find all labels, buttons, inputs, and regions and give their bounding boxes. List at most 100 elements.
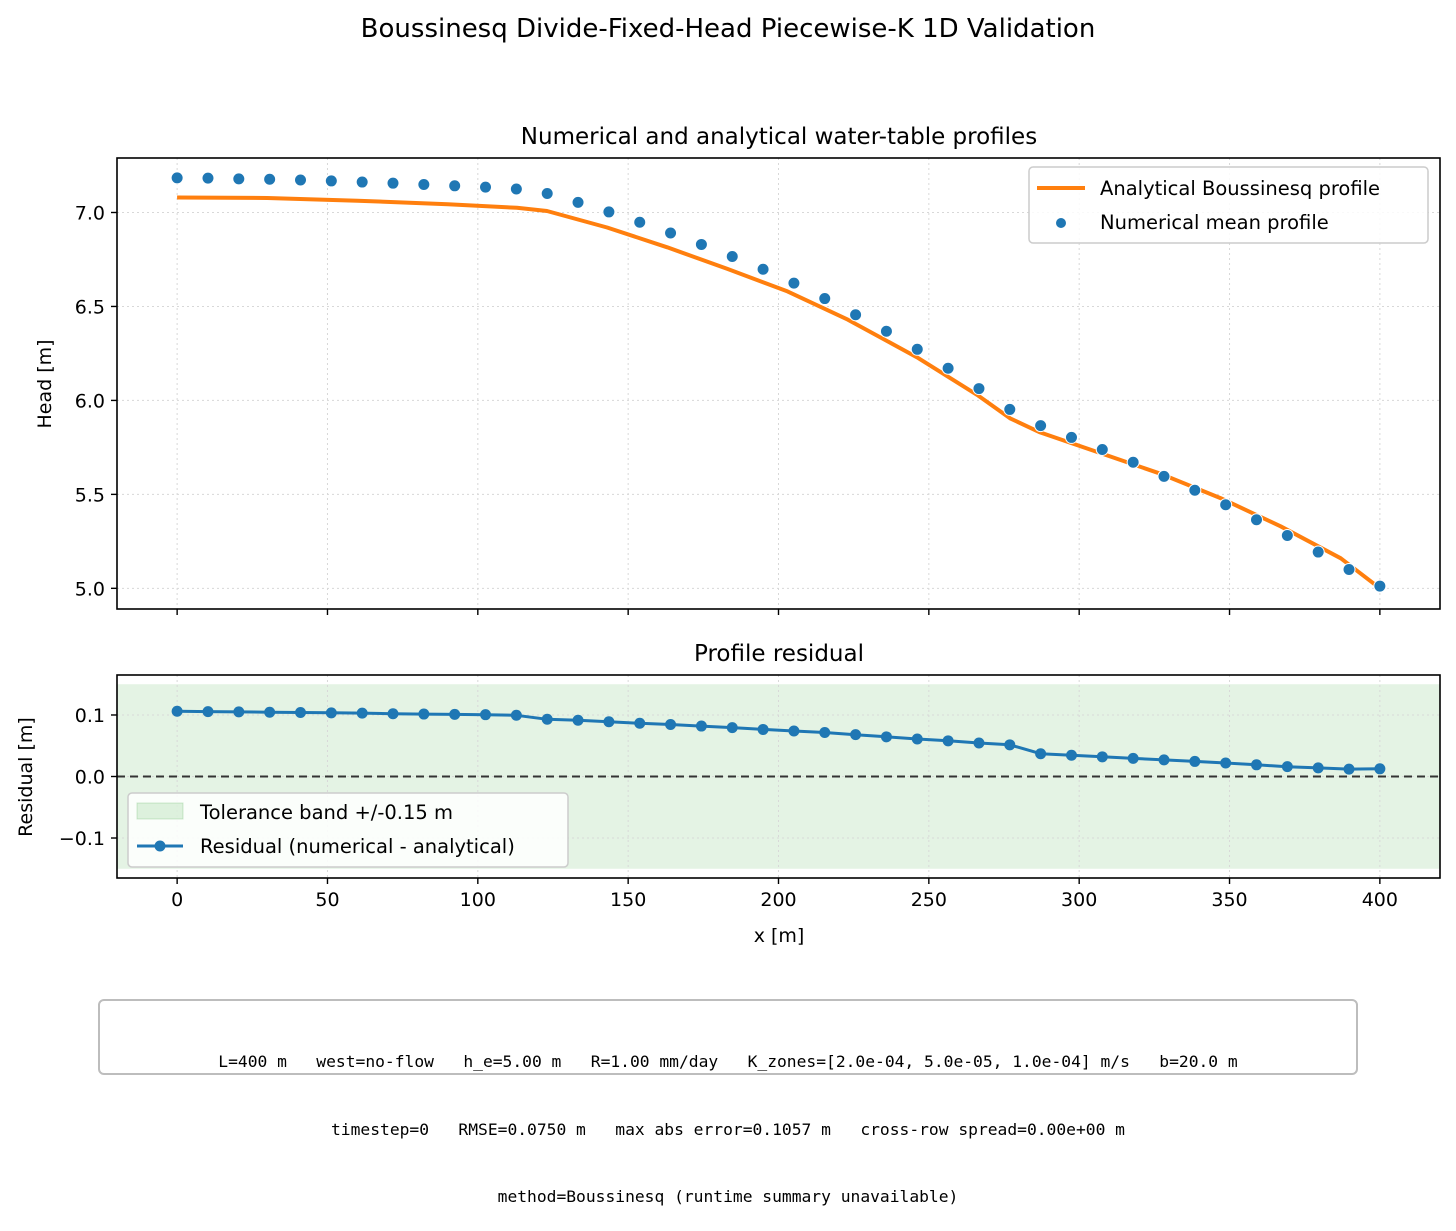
residual-xtick-label: 350: [1211, 889, 1247, 911]
numerical-point: [725, 249, 739, 263]
numerical-point: [633, 215, 647, 229]
residual-legend: Tolerance band +/-0.15 m Residual (numer…: [127, 792, 569, 868]
legend-numerical-swatch: [1055, 217, 1067, 229]
numerical-point: [879, 324, 893, 338]
numerical-point: [1064, 430, 1078, 444]
head-ytick-label: 6.0: [75, 390, 105, 412]
head-ytick-label: 5.5: [75, 484, 105, 506]
head-legend-box: [1028, 166, 1429, 244]
residual-xtick-label: 150: [610, 889, 646, 911]
residual-point: [541, 713, 553, 725]
numerical-point: [201, 171, 215, 185]
legend-band-label: Tolerance band +/-0.15 m: [199, 801, 453, 824]
numerical-point: [417, 177, 431, 191]
residual-line: [177, 709, 1380, 771]
legend-band-swatch: [136, 802, 184, 820]
numerical-point: [540, 187, 554, 201]
residual-xlabel: x [m]: [754, 925, 805, 947]
head-grid: [117, 158, 1440, 609]
residual-point: [233, 706, 245, 718]
residual-point: [418, 708, 430, 720]
head-profile-panel: Numerical and analytical water-table pro…: [34, 124, 1441, 615]
figure: Boussinesq Divide-Fixed-Head Piecewise-K…: [15, 14, 1441, 947]
residual-ticks: 0 50 100 150 200 250 300 350 400 −0.1 0.0 0.1: [59, 705, 1398, 911]
residual-point: [819, 727, 831, 739]
legend-residual-label: Residual (numerical - analytical): [200, 835, 515, 858]
residual-point: [480, 709, 492, 721]
residual-ytick-label: −0.1: [59, 828, 105, 850]
residual-point: [572, 714, 584, 726]
residual-legend-box: [127, 792, 569, 868]
residual-point: [202, 706, 214, 718]
residual-point: [1127, 752, 1139, 764]
residual-xtick-label: 250: [911, 889, 947, 911]
residual-point: [171, 705, 183, 717]
head-panel-title: Numerical and analytical water-table pro…: [521, 124, 1037, 150]
numerical-point: [664, 226, 678, 240]
figure-title: Boussinesq Divide-Fixed-Head Piecewise-K…: [361, 14, 1096, 44]
residual-xtick-label: 400: [1362, 889, 1398, 911]
residual-panel: Profile residual 0 50 100 150 200 250 300 350 40…: [15, 641, 1441, 947]
head-ytick-label: 7.0: [75, 202, 105, 224]
numerical-point: [1126, 455, 1140, 469]
numerical-point: [355, 175, 369, 189]
residual-point: [1220, 757, 1232, 769]
summary-line-2: timestep=0 RMSE=0.0750 m max abs error=0…: [331, 1119, 1125, 1139]
numerical-point: [1373, 579, 1387, 593]
residual-point: [295, 707, 307, 719]
residual-point: [1035, 748, 1047, 760]
residual-xtick-label: 200: [760, 889, 796, 911]
residual-point: [880, 731, 892, 743]
numerical-point: [849, 308, 863, 322]
residual-point: [850, 729, 862, 741]
residual-point: [387, 708, 399, 720]
residual-point: [1250, 759, 1262, 771]
numerical-point: [1311, 545, 1325, 559]
residual-point: [1374, 763, 1386, 775]
numerical-point: [972, 382, 986, 396]
numerical-point: [1280, 529, 1294, 543]
numerical-point: [232, 172, 246, 186]
legend-analytical-label: Analytical Boussinesq profile: [1100, 177, 1380, 200]
residual-point: [665, 719, 677, 731]
residual-point: [757, 723, 769, 735]
residual-point: [1096, 751, 1108, 763]
numerical-point: [694, 237, 708, 251]
residual-xtick-label: 100: [460, 889, 496, 911]
residual-point: [942, 735, 954, 747]
numerical-point: [170, 171, 184, 185]
numerical-point: [818, 292, 832, 306]
numerical-point: [1095, 442, 1109, 456]
numerical-point: [448, 179, 462, 193]
residual-panel-title: Profile residual: [694, 641, 864, 667]
residual-xtick-label: 50: [315, 889, 339, 911]
numerical-point: [386, 176, 400, 190]
residual-point: [264, 706, 276, 718]
numerical-point: [571, 195, 585, 209]
numerical-point: [1188, 483, 1202, 497]
head-series: [170, 171, 1387, 593]
numerical-point: [294, 173, 308, 187]
residual-point: [634, 717, 646, 729]
numerical-point: [1249, 513, 1263, 527]
numerical-point: [941, 361, 955, 375]
residual-point: [1343, 763, 1355, 775]
residual-point: [603, 716, 615, 728]
legend-residual-marker: [154, 840, 166, 852]
numerical-point: [324, 174, 338, 188]
numerical-point: [1003, 402, 1017, 416]
numerical-point: [787, 276, 801, 290]
residual-point: [1281, 761, 1293, 773]
numerical-point: [756, 262, 770, 276]
residual-point: [1312, 762, 1324, 774]
numerical-point: [910, 342, 924, 356]
numerical-point: [263, 172, 277, 186]
residual-point: [788, 725, 800, 737]
numerical-point: [509, 182, 523, 196]
residual-point: [726, 722, 738, 734]
residual-xtick-label: 300: [1061, 889, 1097, 911]
numerical-point: [1157, 469, 1171, 483]
residual-ytick-label: 0.1: [75, 705, 105, 727]
residual-point: [695, 720, 707, 732]
numerical-point: [1034, 419, 1048, 433]
